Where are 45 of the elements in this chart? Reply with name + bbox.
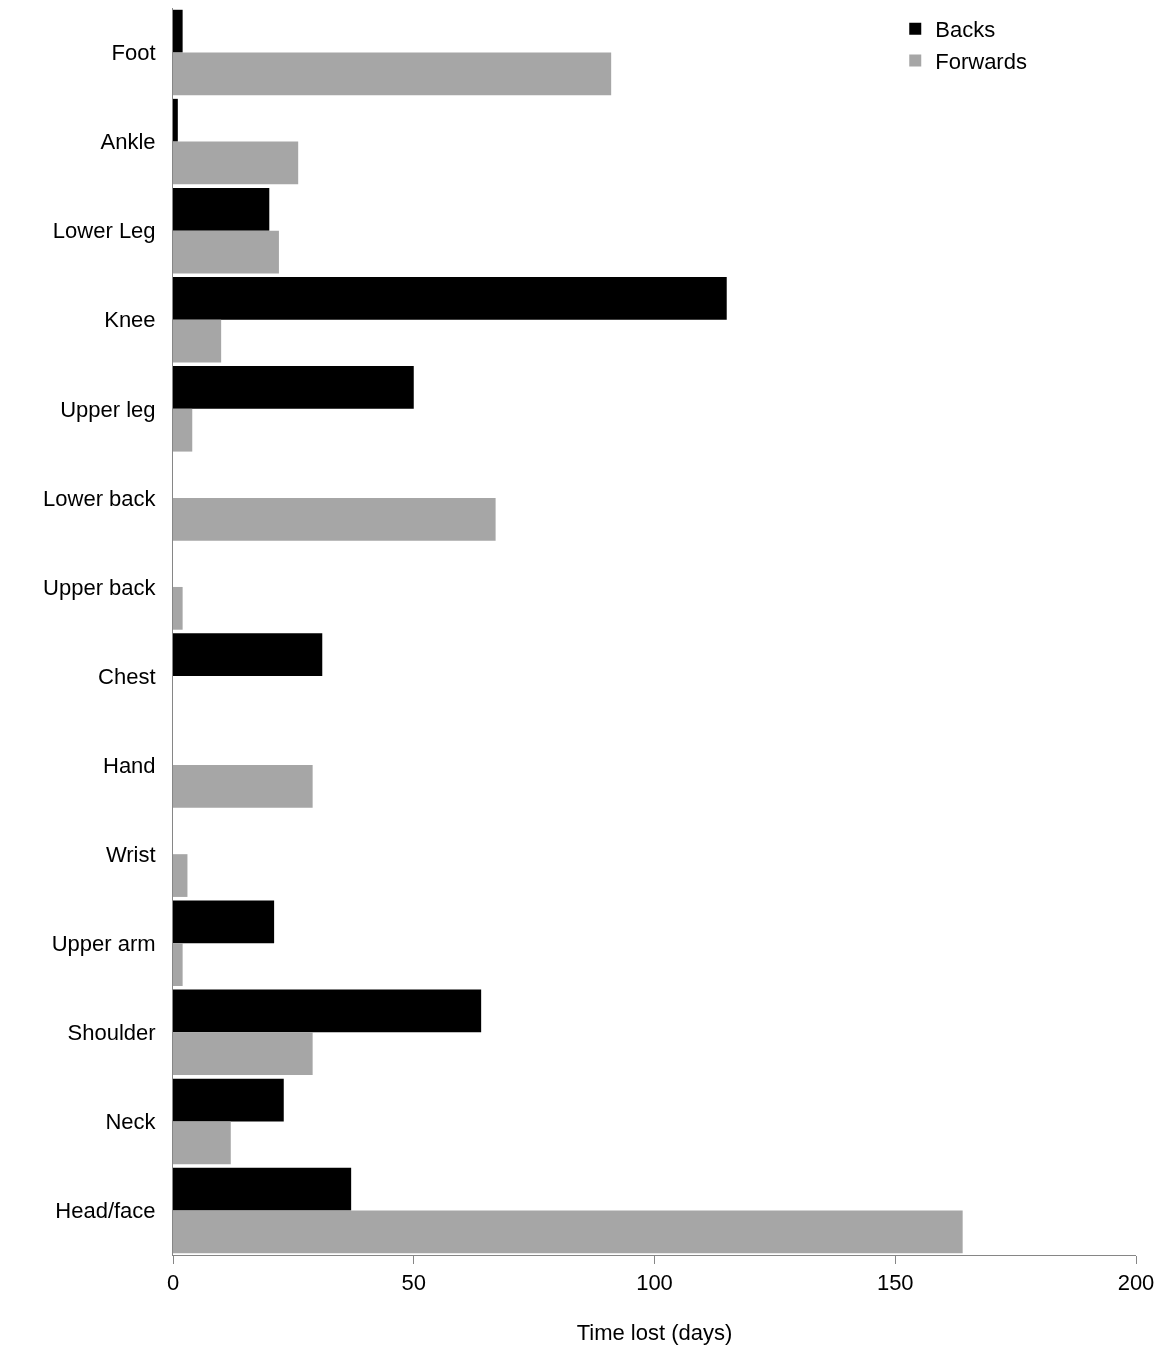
bar [173, 187, 270, 231]
y-tick-label: Shoulder [67, 1020, 156, 1046]
y-tick-label: Lower Leg [52, 218, 156, 244]
x-tick-label: 100 [636, 1270, 673, 1296]
y-tick-label: Upper arm [51, 930, 156, 956]
bar [173, 854, 188, 897]
y-tick-label: Hand [103, 752, 156, 778]
bar [173, 277, 727, 320]
bar [173, 230, 279, 274]
x-tick-label: 150 [876, 1270, 914, 1296]
bar [173, 319, 222, 363]
y-tick-label: Head/face [55, 1198, 156, 1224]
bar [173, 141, 299, 185]
y-tick-label: Neck [105, 1109, 157, 1135]
legend-label: Backs [935, 17, 996, 43]
bar [173, 366, 414, 409]
y-tick-label: Knee [104, 307, 156, 333]
y-tick-label: Lower back [43, 485, 157, 511]
bar [173, 900, 275, 944]
bar [173, 1032, 313, 1076]
y-tick-label: Chest [98, 663, 156, 689]
bar [173, 586, 183, 630]
y-tick-label: Ankle [100, 129, 156, 155]
bar [173, 408, 193, 452]
x-tick-label: 0 [166, 1270, 180, 1296]
bar [173, 98, 178, 142]
x-axis-title: Time lost (days) [576, 1320, 733, 1346]
x-tick-label: 200 [1117, 1270, 1155, 1296]
bar [173, 943, 183, 986]
y-tick-label: Foot [111, 40, 156, 66]
bar [173, 1167, 352, 1211]
y-tick-label: Upper back [43, 574, 157, 600]
y-tick-label: Upper leg [60, 396, 156, 422]
bar [173, 1078, 284, 1122]
bar [173, 52, 612, 96]
bar [173, 989, 482, 1033]
x-tick-label: 50 [401, 1270, 426, 1296]
bar [173, 765, 313, 808]
bar [173, 497, 496, 541]
bar [173, 1121, 231, 1165]
bar [173, 633, 323, 677]
bar [173, 1210, 963, 1254]
bar [173, 9, 183, 53]
legend-label: Forwards [935, 48, 1027, 74]
y-tick-label: Wrist [105, 841, 156, 867]
